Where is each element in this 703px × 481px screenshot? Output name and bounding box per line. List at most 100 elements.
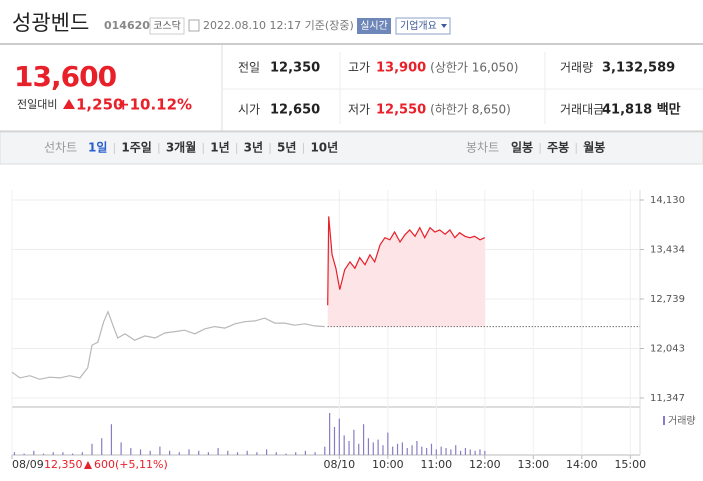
stat-label: 거래량: [560, 61, 593, 75]
volume-bar: [464, 448, 467, 455]
price-line: [327, 216, 486, 306]
volume-bar: [110, 424, 113, 455]
volume-legend-swatch: [663, 416, 665, 425]
period-tab[interactable]: 10년: [310, 141, 338, 155]
volume-bar: [455, 445, 457, 455]
volume-bar: [198, 450, 200, 455]
volume-bar: [42, 453, 45, 455]
stat-value: 12,550: [376, 103, 426, 118]
period-tab[interactable]: 3개월: [166, 140, 196, 155]
stat-value: 3,132,589: [602, 61, 675, 76]
volume-bar: [416, 441, 418, 455]
volume-bar: [406, 448, 408, 455]
stat-value: 12,650: [270, 103, 320, 118]
volume-bar: [484, 450, 486, 455]
volume-bar: [479, 449, 481, 455]
volume-bar: [159, 446, 161, 455]
company-info[interactable]: 기업개요: [400, 19, 437, 32]
volume-bar: [101, 438, 103, 455]
volume-bar: [329, 413, 331, 455]
volume-bar: [396, 443, 399, 455]
stat-label: 고가: [348, 61, 370, 75]
realtime[interactable]: 실시간: [360, 20, 388, 32]
change-label: 전일대비: [17, 97, 57, 111]
volume-bar: [295, 452, 297, 455]
line-chart-label: 선차트: [44, 141, 77, 155]
volume-bar: [353, 429, 355, 455]
volume-bar: [314, 452, 316, 455]
up-triangle: [63, 99, 75, 109]
stat-label: 저가: [348, 103, 370, 117]
y-tick-label: 13,434: [650, 245, 685, 256]
volume-bar: [445, 448, 447, 455]
volume-bar: [236, 452, 239, 455]
volume-label: 거래량: [668, 415, 696, 427]
volume-bar: [91, 443, 93, 455]
volume-bar: [392, 446, 394, 455]
x-tick-label: 08/10: [323, 458, 355, 471]
x-tick-label: 13:00: [517, 458, 549, 471]
volume-bar: [130, 448, 132, 455]
candle-tab[interactable]: 일봉: [511, 141, 533, 155]
volume-bar: [178, 452, 180, 455]
tab-bar: [0, 131, 703, 165]
realtime-badge[interactable]: [357, 18, 391, 34]
volume-bar: [474, 450, 476, 455]
volume-bar: [81, 452, 83, 455]
volume-bar: [343, 435, 345, 455]
volume-bar: [304, 450, 306, 455]
stat-note: (하한가 8,650): [430, 103, 511, 117]
y-tick-label: 12,739: [650, 294, 685, 305]
dropdown-arrow: [441, 24, 447, 28]
volume-bar: [367, 438, 370, 455]
y-tick-label: 12,043: [650, 343, 685, 354]
x-tick-label: 10:00: [372, 458, 404, 471]
volume-bar: [338, 418, 340, 455]
y-tick-label: 14,130: [650, 195, 685, 206]
volume-bar: [435, 449, 437, 455]
period-tab[interactable]: 1주일: [121, 141, 151, 155]
volume-bar: [139, 449, 142, 455]
period-tab[interactable]: 1년: [210, 141, 229, 155]
candle-chart-label: 봉차트: [466, 141, 499, 155]
area: [327, 216, 485, 327]
period-tab[interactable]: 1일: [88, 141, 107, 155]
stat-value: 12,350: [270, 61, 320, 76]
candle-tab[interactable]: 주봉: [547, 141, 569, 155]
prev-change: 600: [94, 458, 115, 471]
stat-value: 13,900: [376, 61, 426, 76]
volume-bar: [377, 439, 379, 455]
stat-label: 시가: [238, 103, 260, 117]
volume-bar: [469, 449, 471, 455]
volume-bar: [149, 450, 151, 455]
price-line: [11, 310, 325, 380]
volume-bar: [372, 442, 374, 455]
period-tab[interactable]: 3년: [244, 141, 263, 155]
candle-tab[interactable]: 월봉: [583, 140, 605, 155]
volume-bar: [13, 452, 16, 455]
stat-label: 전일: [238, 61, 260, 75]
volume-bar: [227, 450, 229, 455]
volume-bar: [401, 442, 403, 455]
x-tick-label: 15:00: [614, 458, 646, 471]
volume-bar: [440, 446, 442, 455]
volume-bar: [324, 446, 326, 455]
x-tick-label: 12:00: [469, 458, 501, 471]
price: 13,600: [14, 60, 117, 93]
stat-note: (상한가 16,050): [430, 61, 518, 75]
period-tab[interactable]: 5년: [277, 141, 296, 155]
market-badge: [149, 17, 185, 35]
volume-bar: [256, 452, 258, 455]
change: 1,250: [76, 96, 123, 114]
volume-bar: [265, 449, 268, 455]
volume-bar: [72, 453, 74, 455]
volume-bar: [207, 452, 210, 455]
calendar-icon: [188, 19, 200, 32]
volume-bar: [333, 427, 336, 455]
prev-close: 12,350: [44, 458, 83, 471]
company-info-button[interactable]: [395, 17, 451, 35]
volume-bar: [358, 443, 360, 455]
